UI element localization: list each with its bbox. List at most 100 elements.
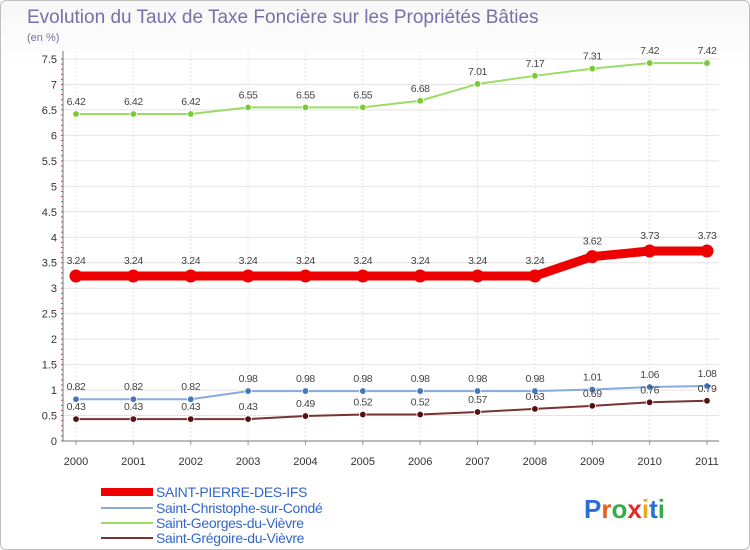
chart-unit-label: (en %) (27, 32, 59, 44)
y-tick-label: 0 (51, 436, 57, 448)
data-label: 1.08 (698, 368, 717, 380)
data-point (703, 382, 711, 390)
data-label: 0.43 (239, 401, 258, 413)
data-point (244, 387, 252, 395)
data-point (187, 395, 195, 403)
data-label: 6.42 (181, 96, 200, 108)
data-label: 6.68 (411, 83, 430, 95)
data-point (471, 269, 485, 283)
data-point (528, 269, 542, 283)
data-label: 0.63 (525, 391, 544, 403)
y-tick-label: 5 (51, 181, 57, 193)
data-label: 3.24 (353, 255, 372, 267)
data-label: 0.49 (296, 398, 315, 410)
data-point (359, 410, 367, 419)
data-label: 3.24 (296, 255, 315, 267)
x-tick-label: 2006 (408, 456, 432, 468)
series-line (71, 246, 712, 281)
data-label: 0.52 (411, 397, 430, 409)
data-point (643, 244, 657, 258)
data-point (301, 412, 310, 420)
data-point (473, 408, 482, 416)
data-label: 7.42 (640, 45, 659, 57)
y-tick-label: 6.5 (42, 105, 57, 117)
chart-title: Evolution du Taux de Taxe Foncière sur l… (27, 7, 539, 28)
data-point (413, 269, 427, 283)
data-label: 6.55 (239, 89, 258, 101)
data-point (301, 103, 310, 112)
data-point (301, 387, 310, 395)
data-label: 6.42 (67, 96, 86, 108)
y-tick-label: 7.5 (42, 54, 57, 66)
y-tick-label: 1.5 (42, 360, 57, 372)
data-point (129, 110, 138, 118)
data-label: 0.98 (239, 373, 258, 385)
data-label: 6.55 (353, 89, 372, 101)
y-tick-label: 4 (51, 232, 57, 244)
data-point (473, 80, 482, 88)
series-line (75, 62, 708, 116)
x-tick-label: 2002 (178, 456, 202, 468)
plot-area (63, 51, 719, 441)
data-label: 0.79 (698, 383, 717, 395)
data-point (703, 397, 711, 405)
y-tick-label: 0.5 (42, 411, 57, 423)
legend-label: Saint-Christophe-sur-Condé (156, 500, 323, 516)
data-point (241, 269, 255, 283)
series-line (75, 399, 708, 421)
data-label: 3.24 (525, 255, 544, 267)
data-label: 0.43 (124, 401, 143, 413)
data-label: 0.43 (181, 401, 200, 413)
data-label: 0.43 (67, 401, 86, 413)
data-label: 0.98 (411, 373, 430, 385)
x-tick-label: 2001 (121, 456, 145, 468)
data-label: 7.42 (698, 45, 717, 57)
data-point (585, 250, 599, 264)
data-point (184, 269, 198, 283)
x-tick-label: 2009 (580, 456, 604, 468)
y-tick-label: 2 (51, 334, 57, 346)
data-point (416, 410, 424, 419)
data-point (700, 244, 714, 258)
data-point (72, 415, 80, 423)
data-point (129, 415, 138, 423)
x-tick-label: 2007 (465, 456, 489, 468)
data-label: 1.01 (583, 372, 602, 384)
legend-label: SAINT-PIERRE-DES-IFS (156, 484, 307, 500)
data-label: 6.42 (124, 96, 143, 108)
data-label: 3.24 (124, 255, 143, 267)
y-tick-label: 6 (51, 130, 57, 142)
data-label: 0.57 (468, 394, 487, 406)
y-tick-label: 4.5 (42, 207, 57, 219)
data-label: 0.98 (468, 373, 487, 385)
data-point (416, 387, 424, 395)
data-point (187, 415, 195, 423)
data-label: 3.24 (239, 255, 258, 267)
y-tick-label: 3 (51, 283, 57, 295)
legend-label: Saint-Grégoire-du-Vièvre (156, 530, 305, 546)
data-label: 3.24 (181, 255, 200, 267)
y-tick-label: 1 (51, 385, 57, 397)
data-label: 0.98 (296, 373, 315, 385)
data-point (244, 415, 252, 423)
data-label: 0.98 (525, 373, 544, 385)
data-label: 3.73 (640, 230, 659, 242)
data-point (298, 269, 312, 283)
y-tick-label: 3.5 (42, 258, 57, 270)
series-line (75, 384, 708, 401)
y-tick-label: 2.5 (42, 309, 57, 321)
legend-label: Saint-Georges-du-Vièvre (156, 515, 304, 531)
data-label: 7.17 (525, 58, 544, 70)
data-point (473, 387, 482, 395)
data-point (645, 383, 654, 391)
x-tick-label: 2008 (523, 456, 547, 468)
data-point (416, 97, 424, 105)
y-tick-label: 7 (51, 79, 57, 91)
data-label: 7.01 (468, 66, 487, 78)
data-point (69, 269, 83, 283)
data-label: 1.06 (640, 369, 659, 381)
data-point (72, 110, 80, 118)
data-label: 0.76 (640, 384, 659, 396)
data-point (645, 59, 654, 67)
